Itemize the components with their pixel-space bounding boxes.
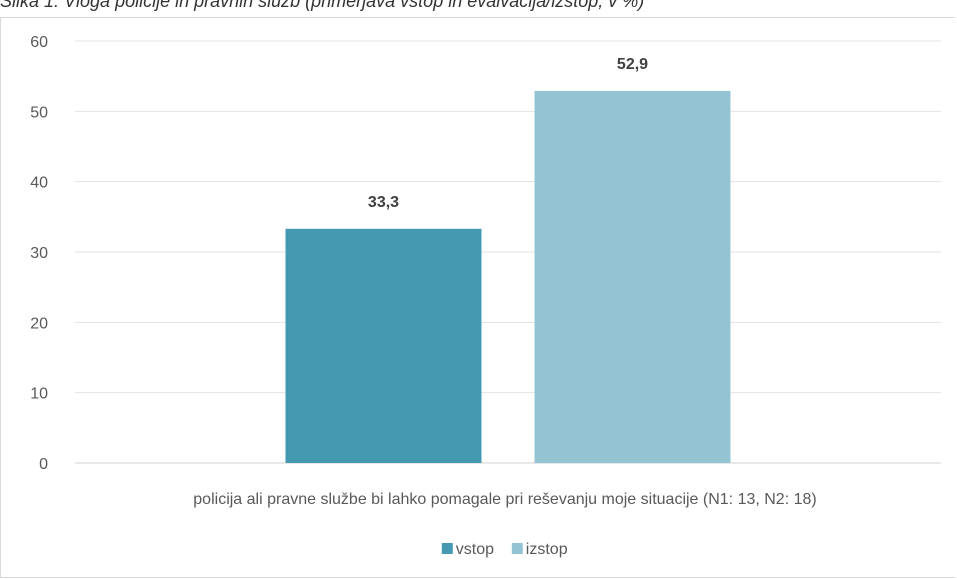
y-tick-label: 20 — [30, 315, 48, 332]
legend-swatch-izstop — [511, 543, 523, 554]
y-tick-label: 60 — [30, 34, 48, 51]
x-category-label: policija ali pravne službe bi lahko poma… — [193, 491, 816, 508]
data-label-vstop: 33,3 — [368, 194, 399, 211]
bar-izstop — [534, 90, 731, 463]
chart-frame — [0, 17, 955, 578]
legend-swatch-vstop — [441, 543, 453, 554]
y-tick-label: 40 — [30, 175, 48, 192]
y-tick-label: 30 — [30, 245, 48, 262]
y-tick-label: 0 — [39, 456, 48, 473]
legend-label-izstop: izstop — [526, 541, 568, 558]
data-label-izstop: 52,9 — [617, 56, 648, 73]
y-tick-label: 10 — [30, 386, 48, 403]
legend-label-vstop: vstop — [456, 541, 494, 558]
figure-caption: Slika 1: Vloga policije in pravnih služb… — [0, 0, 645, 11]
bar-vstop — [285, 228, 482, 463]
y-tick-label: 50 — [30, 104, 48, 121]
